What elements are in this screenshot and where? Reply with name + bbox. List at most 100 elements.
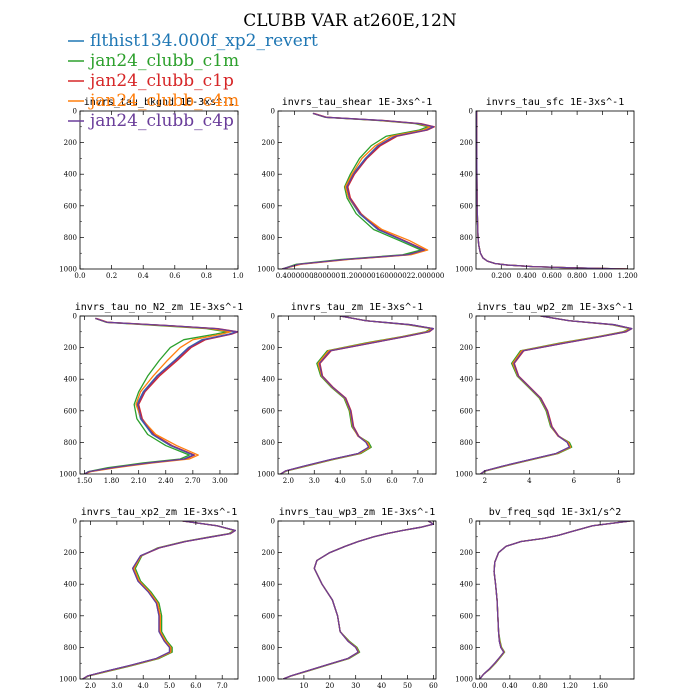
x-tick-label: 2.0 [283, 477, 294, 485]
series-line-3 [476, 111, 628, 269]
y-tick-label: 1000 [455, 471, 473, 479]
y-tick-label: 1000 [257, 471, 275, 479]
series-line-2 [280, 316, 432, 474]
legend-label: jan24_clubb_c4m [88, 91, 239, 111]
panel-title: invrs_tau_wp2_zm 1E-3xs^-1 [477, 302, 634, 313]
panel-title: invrs_tau_wp3_zm 1E-3xs^-1 [279, 507, 436, 518]
x-tick-label: 0.200 [491, 272, 511, 280]
x-tick-label: 6.0 [386, 477, 397, 485]
x-tick-label: 6.0 [190, 682, 201, 690]
x-tick-label: 2 [483, 477, 487, 485]
plot-frame [277, 315, 437, 475]
y-tick-label: 400 [64, 376, 77, 384]
y-tick-label: 600 [64, 612, 77, 620]
y-tick-label: 800 [262, 644, 275, 652]
y-tick-label: 1000 [59, 471, 77, 479]
x-tick-label: 7.0 [412, 477, 423, 485]
series-line-2 [282, 521, 435, 679]
series-line-1 [280, 316, 435, 474]
x-tick-label: 0.00 [472, 682, 488, 690]
plot-frame [475, 315, 635, 475]
plot-frame [79, 315, 239, 475]
x-tick-label: .6000002 [378, 272, 411, 280]
x-tick-label: 5.0 [164, 682, 175, 690]
x-tick-label: 10 [299, 682, 308, 690]
panel-3: invrs_tau_sfc 1E-3xs^-1 0 200 400 600 800 1000… [455, 97, 638, 280]
x-tick-label: 0.800 [567, 272, 587, 280]
x-tick-label: 3.0 [309, 477, 320, 485]
x-tick-label: 2.40 [158, 477, 174, 485]
y-tick-label: 600 [460, 202, 473, 210]
plot-frame [277, 520, 437, 680]
y-tick-label: 800 [460, 439, 473, 447]
y-tick-label: 1000 [59, 266, 77, 274]
series-line-4 [280, 316, 433, 474]
series-line-3 [480, 316, 633, 474]
plot-frame [79, 520, 239, 680]
y-tick-label: 200 [64, 344, 77, 352]
y-tick-label: 0 [271, 518, 275, 526]
figure-title: CLUBB VAR at260E,12N [243, 11, 457, 31]
y-tick-label: 400 [64, 581, 77, 589]
panel-title: bv_freq_sqd 1E-3x1/s^2 [489, 507, 621, 518]
x-tick-label: 3.0 [111, 682, 122, 690]
x-tick-label: 60 [429, 682, 438, 690]
y-tick-label: 400 [460, 171, 473, 179]
panel-title: invrs_tau_zm 1E-3xs^-1 [291, 302, 423, 313]
y-tick-label: 800 [64, 234, 77, 242]
x-tick-label: 0.8 [201, 272, 212, 280]
panel-1: invrs_tau_bkgnd 1E-3xs^-1 0 200 400 600 800 10… [59, 97, 243, 280]
x-tick-label: 40 [377, 682, 386, 690]
y-tick-label: 600 [460, 612, 473, 620]
x-tick-label: 1.60 [592, 682, 608, 690]
y-tick-label: 200 [64, 549, 77, 557]
series-line-4 [82, 521, 236, 679]
y-tick-label: 0 [469, 108, 473, 116]
y-tick-label: 0 [73, 313, 77, 321]
y-tick-label: 400 [262, 376, 275, 384]
panel-title: invrs_tau_sfc 1E-3xs^-1 [486, 97, 624, 108]
x-tick-label: 4 [527, 477, 532, 485]
x-tick-label: 50 [403, 682, 412, 690]
panel-9: bv_freq_sqd 1E-3x1/s^2020040060080010000… [455, 507, 635, 690]
x-tick-label: .8000001 [311, 272, 344, 280]
x-tick-label: 20 [325, 682, 334, 690]
series-line-4 [282, 112, 431, 269]
y-tick-label: 0 [73, 108, 77, 116]
legend: flthist134.000f_xp2_revertjan24_clubb_c1… [68, 31, 318, 131]
panel-8: invrs_tau_wp3_zm 1E-3xs^-1 0 200 400 600 800 1… [257, 507, 438, 690]
y-tick-label: 600 [262, 202, 275, 210]
series-line-5 [480, 316, 633, 474]
y-tick-label: 1000 [257, 266, 275, 274]
series-line-2 [476, 111, 628, 269]
x-tick-label: 0.40 [502, 682, 518, 690]
y-tick-label: 800 [64, 439, 77, 447]
series-line-5 [280, 316, 435, 474]
y-tick-label: 1000 [455, 266, 473, 274]
x-tick-label: 8 [616, 477, 620, 485]
series-line-4 [480, 316, 632, 474]
y-tick-label: 200 [460, 344, 473, 352]
panel-title: invrs_tau_no_N2_zm 1E-3xs^-1 [75, 302, 244, 313]
x-tick-label: 0.400 [517, 272, 537, 280]
y-tick-label: 800 [64, 644, 77, 652]
y-tick-label: 0 [271, 313, 275, 321]
x-tick-label: 0.2 [106, 272, 117, 280]
series-line-2 [480, 316, 631, 474]
y-tick-label: 800 [460, 644, 473, 652]
series-line-1 [282, 521, 435, 679]
y-tick-label: 600 [262, 407, 275, 415]
series-line-2 [82, 521, 235, 679]
panel-6: invrs_tau_wp2_zm 1E-3xs^-1 0 200 400 600 800 1… [455, 302, 635, 485]
panel-title: invrs_tau_xp2_zm 1E-3xs^-1 [81, 507, 238, 518]
series-line-3 [280, 316, 435, 474]
x-tick-label: 2.70 [185, 477, 201, 485]
legend-label: flthist134.000f_xp2_revert [90, 31, 318, 51]
series-line-2 [281, 112, 429, 269]
y-tick-label: 600 [460, 407, 473, 415]
y-tick-label: 1000 [257, 676, 275, 684]
panel-4: invrs_tau_no_N2_zm 1E-3xs^-10 200 400 600 80… [59, 302, 243, 485]
series-line-5 [479, 521, 631, 679]
x-tick-label: 1.50 [77, 477, 93, 485]
